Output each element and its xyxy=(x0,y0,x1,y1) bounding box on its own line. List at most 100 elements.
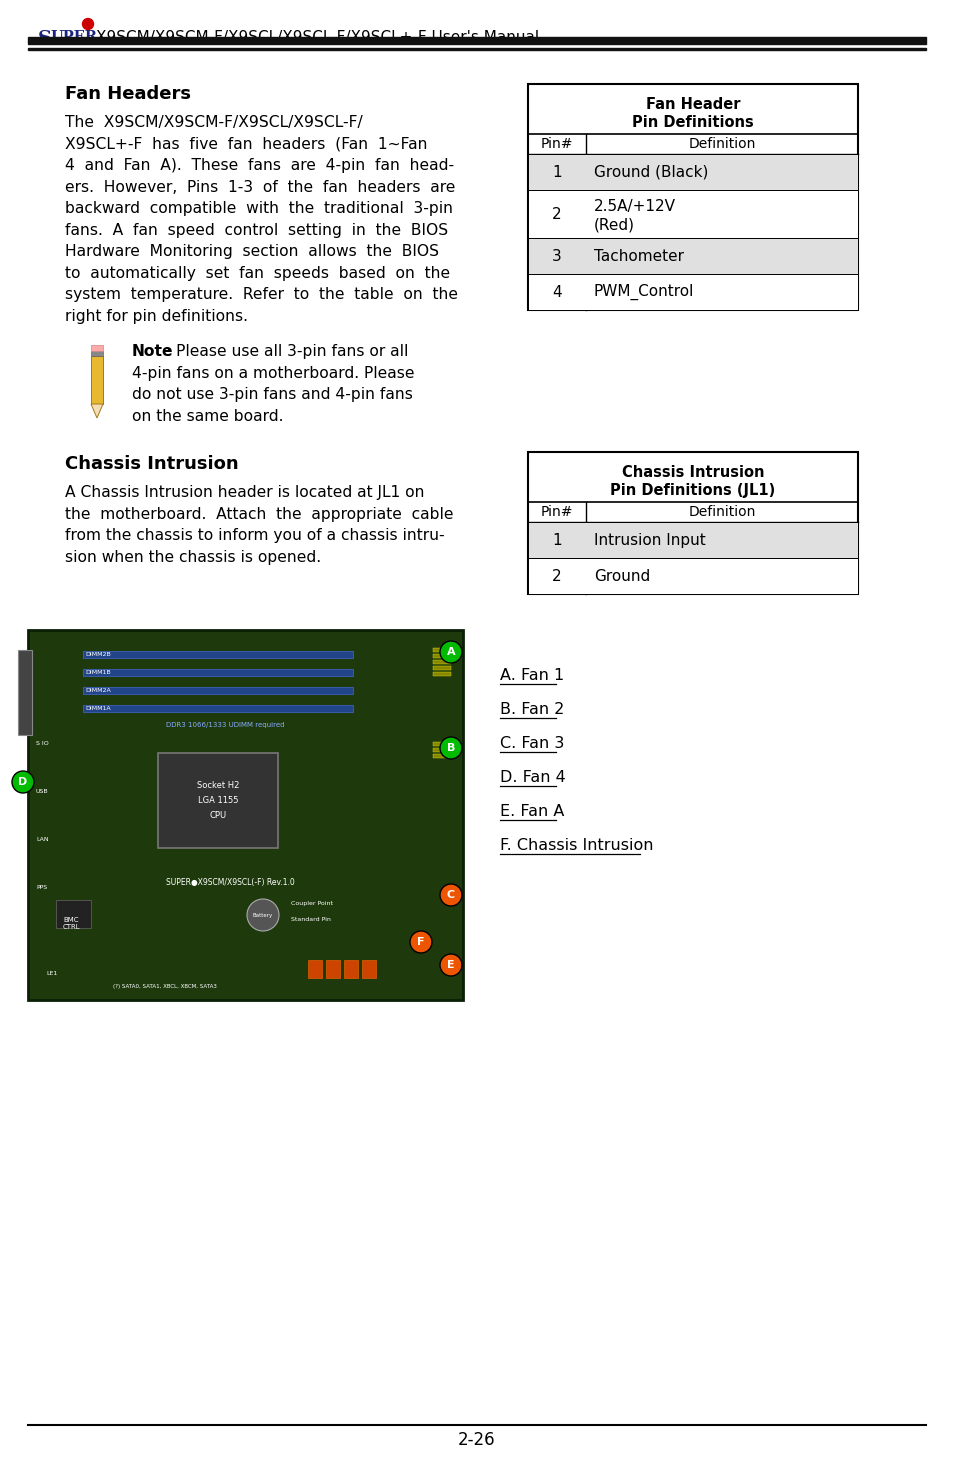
Text: DIMM2A: DIMM2A xyxy=(85,688,111,693)
Bar xyxy=(56,900,91,927)
Bar xyxy=(361,959,375,978)
Text: Battery: Battery xyxy=(253,913,273,917)
Text: (Red): (Red) xyxy=(594,217,635,232)
Bar xyxy=(433,655,451,658)
Bar xyxy=(83,687,353,694)
Bar xyxy=(433,742,451,746)
Text: D: D xyxy=(18,777,28,787)
Text: A: A xyxy=(446,647,455,658)
Text: PPS: PPS xyxy=(36,885,47,889)
Text: to  automatically  set  fan  speeds  based  on  the: to automatically set fan speeds based on… xyxy=(65,265,450,280)
Text: system  temperature.  Refer  to  the  table  on  the: system temperature. Refer to the table o… xyxy=(65,287,457,302)
Circle shape xyxy=(439,954,461,975)
Text: right for pin definitions.: right for pin definitions. xyxy=(65,309,248,324)
Text: Intrusion Input: Intrusion Input xyxy=(594,532,705,548)
Bar xyxy=(18,650,32,735)
Text: Fan Header: Fan Header xyxy=(645,96,740,111)
Text: LGA 1155: LGA 1155 xyxy=(197,796,238,805)
Circle shape xyxy=(439,884,461,905)
Text: on the same board.: on the same board. xyxy=(132,408,283,423)
Text: Pin#: Pin# xyxy=(540,137,573,152)
Text: 2: 2 xyxy=(552,207,561,222)
Bar xyxy=(344,959,357,978)
Text: 4  and  Fan  A).  These  fans  are  4-pin  fan  head-: 4 and Fan A). These fans are 4-pin fan h… xyxy=(65,157,454,174)
Text: E: E xyxy=(447,959,455,970)
Text: Fan Headers: Fan Headers xyxy=(65,85,191,104)
Text: BMC
CTRL: BMC CTRL xyxy=(63,917,81,930)
Text: Standard Pin: Standard Pin xyxy=(291,917,331,921)
Text: 4-pin fans on a motherboard. Please: 4-pin fans on a motherboard. Please xyxy=(132,366,414,381)
Text: Chassis Intrusion: Chassis Intrusion xyxy=(621,465,763,480)
Circle shape xyxy=(82,19,93,29)
Text: 4: 4 xyxy=(552,284,561,299)
Text: 1: 1 xyxy=(552,165,561,179)
Text: SUPER●X9SCM/X9SCL(-F) Rev.1.0: SUPER●X9SCM/X9SCL(-F) Rev.1.0 xyxy=(166,878,294,886)
Text: DIMM2B: DIMM2B xyxy=(85,652,111,658)
Text: F: F xyxy=(416,937,424,948)
Text: B: B xyxy=(446,744,455,752)
Bar xyxy=(527,238,857,274)
Bar xyxy=(433,647,451,652)
Circle shape xyxy=(247,900,278,932)
Text: Definition: Definition xyxy=(688,504,755,519)
Text: X9SCM/X9SCM-F/X9SCL/X9SCL-F/X9SCL+-F User's Manual: X9SCM/X9SCM-F/X9SCL/X9SCL-F/X9SCL+-F Use… xyxy=(96,31,538,45)
Bar xyxy=(527,274,857,311)
Bar xyxy=(308,959,322,978)
Text: CPU: CPU xyxy=(210,811,226,819)
Text: (?) SATA0, SATA1, XBCL, XBCM, SATA3: (?) SATA0, SATA1, XBCL, XBCM, SATA3 xyxy=(112,984,216,989)
Text: The  X9SCM/X9SCM-F/X9SCL/X9SCL-F/: The X9SCM/X9SCM-F/X9SCL/X9SCL-F/ xyxy=(65,115,362,130)
Bar xyxy=(83,706,353,712)
Bar xyxy=(158,752,277,847)
Bar xyxy=(433,748,451,752)
Bar xyxy=(433,754,451,758)
Text: USB: USB xyxy=(36,789,49,795)
Text: LE1: LE1 xyxy=(46,971,57,975)
Text: Ground (Black): Ground (Black) xyxy=(594,165,708,179)
Text: Tachometer: Tachometer xyxy=(594,248,683,264)
Polygon shape xyxy=(91,356,103,404)
Circle shape xyxy=(410,932,432,954)
Bar xyxy=(83,669,353,677)
Bar xyxy=(527,190,857,238)
Circle shape xyxy=(439,642,461,663)
Bar xyxy=(527,522,857,558)
Text: ers.  However,  Pins  1-3  of  the  fan  headers  are: ers. However, Pins 1-3 of the fan header… xyxy=(65,179,455,194)
Bar xyxy=(433,672,451,677)
Text: do not use 3-pin fans and 4-pin fans: do not use 3-pin fans and 4-pin fans xyxy=(132,386,413,402)
Circle shape xyxy=(12,771,34,793)
Text: F. Chassis Intrusion: F. Chassis Intrusion xyxy=(499,838,653,853)
Bar xyxy=(527,85,857,311)
Text: Pin Definitions: Pin Definitions xyxy=(632,115,753,130)
Text: from the chassis to inform you of a chassis intru-: from the chassis to inform you of a chas… xyxy=(65,528,444,542)
Text: A Chassis Intrusion header is located at JL1 on: A Chassis Intrusion header is located at… xyxy=(65,486,424,500)
Text: Pin Definitions (JL1): Pin Definitions (JL1) xyxy=(610,483,775,497)
Bar xyxy=(28,36,925,44)
Bar xyxy=(91,346,103,351)
Text: Socket H2: Socket H2 xyxy=(196,780,239,789)
Text: S IO: S IO xyxy=(36,741,49,746)
Bar xyxy=(433,666,451,671)
Text: Hardware  Monitoring  section  allows  the  BIOS: Hardware Monitoring section allows the B… xyxy=(65,243,438,260)
Text: E. Fan A: E. Fan A xyxy=(499,803,564,819)
Bar xyxy=(28,630,462,1000)
Text: Ground: Ground xyxy=(594,569,650,583)
Text: X9SCL+-F  has  five  fan  headers  (Fan  1~Fan: X9SCL+-F has five fan headers (Fan 1~Fan xyxy=(65,137,427,152)
Text: C. Fan 3: C. Fan 3 xyxy=(499,736,564,751)
Text: the  motherboard.  Attach  the  appropriate  cable: the motherboard. Attach the appropriate … xyxy=(65,506,453,522)
Text: backward  compatible  with  the  traditional  3-pin: backward compatible with the traditional… xyxy=(65,201,453,216)
Bar xyxy=(83,652,353,658)
Text: 2-26: 2-26 xyxy=(457,1430,496,1449)
Text: fans.  A  fan  speed  control  setting  in  the  BIOS: fans. A fan speed control setting in the… xyxy=(65,223,448,238)
Text: 2.5A/+12V: 2.5A/+12V xyxy=(594,198,676,213)
Text: B. Fan 2: B. Fan 2 xyxy=(499,701,564,717)
Bar xyxy=(326,959,339,978)
Bar xyxy=(527,452,857,593)
Bar xyxy=(527,155,857,190)
Bar xyxy=(91,351,103,356)
Text: S: S xyxy=(38,31,52,48)
Text: C: C xyxy=(446,889,455,900)
Polygon shape xyxy=(91,404,103,418)
Text: Pin#: Pin# xyxy=(540,504,573,519)
Bar xyxy=(28,48,925,50)
Text: DIMM1A: DIMM1A xyxy=(85,706,111,712)
